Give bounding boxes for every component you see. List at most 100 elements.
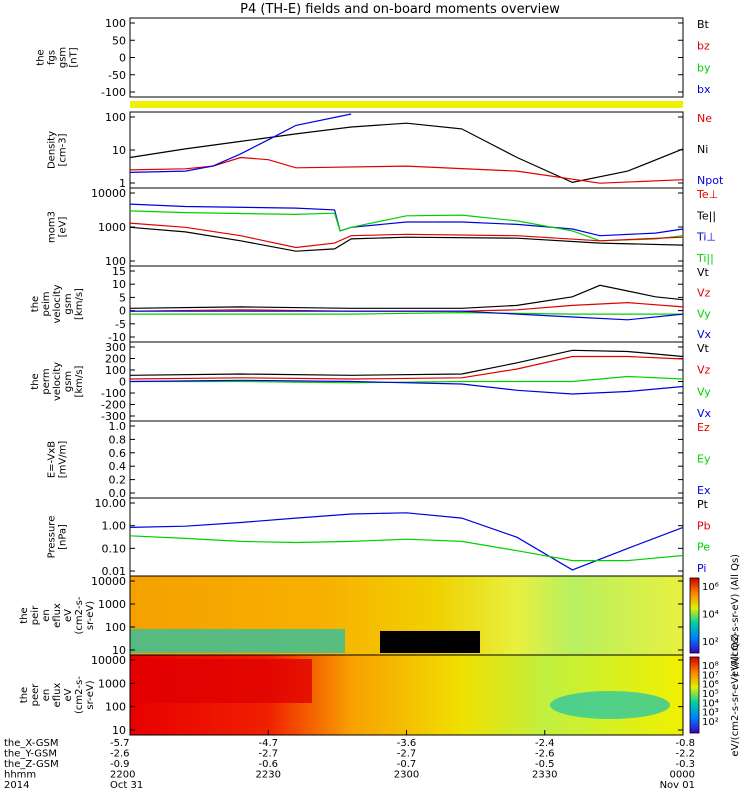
y-axis-label: the (19, 607, 30, 623)
colorbar-tick: 10⁴ (702, 698, 719, 709)
y-tick-label: 10000 (91, 654, 126, 667)
y-tick-label: 10000 (91, 187, 126, 200)
legend-blue: Pi (697, 562, 706, 575)
x-row-value: 2330 (532, 770, 557, 781)
y-tick-label: 1.00 (102, 520, 127, 533)
figure-title: P4 (TH-E) fields and on-board moments ov… (240, 2, 560, 17)
y-tick-label: 100 (105, 17, 126, 30)
legend-green: Vy (697, 307, 711, 320)
legend-green: by (697, 61, 711, 74)
colorbar-tick: 10⁴ (702, 610, 719, 621)
x-row-value: -0.3 (675, 759, 695, 770)
y-axis-label: gsm (58, 47, 69, 68)
panel-efield: 1.00.80.60.40.20.0 E=-VxB [mV/m] Ez Ey Ex (47, 420, 711, 500)
y-axis-label: gsm (63, 371, 74, 392)
series-blue (130, 310, 684, 321)
legend-red: Ne (697, 112, 712, 125)
legend-red: Ez (697, 421, 710, 434)
legend-black: Pt (697, 498, 709, 511)
x-row-value: -2.7 (397, 749, 417, 760)
x-row-value: 2200 (110, 770, 135, 781)
series-red (129, 301, 684, 312)
y-axis-label: [nT] (69, 47, 80, 67)
x-row-label: the_Y-GSM (4, 749, 57, 760)
y-tick-label: 10000 (91, 575, 126, 588)
y-axis-label: eflux (52, 683, 63, 708)
y-tick-label: 50 (112, 34, 126, 47)
x-row-label: the_X-GSM (4, 738, 58, 749)
y-axis-label: [nPa] (58, 524, 69, 550)
legend-red: Vz (697, 287, 711, 300)
y-axis-label: eflux (52, 603, 63, 628)
y-axis-label: [mV/m] (58, 441, 69, 479)
x-row-value: -0.9 (110, 759, 130, 770)
status-bar (130, 101, 683, 108)
y-tick-label: -10 (108, 331, 126, 344)
colorbar (689, 656, 700, 734)
y-tick-label: 10 (112, 724, 126, 737)
y-axis-label: Pressure (47, 516, 58, 559)
series-green (129, 535, 684, 562)
y-tick-label: -50 (108, 69, 126, 82)
legend-black: Vt (697, 266, 710, 279)
legend-red: Vz (697, 364, 711, 377)
y-tick-label: 10 (112, 278, 126, 291)
legend-red: Te⊥ (696, 188, 718, 201)
y-axis-label: eV (63, 609, 74, 622)
y-axis-label: the (30, 296, 41, 312)
panel-fgs: 100 50 0 -50 -100 the fgs gsm [nT] Bt bz by bx (36, 17, 711, 99)
y-tick-label: 1000 (98, 221, 126, 234)
panel-frame (129, 187, 684, 267)
colorbar-label: eV/(cm2-s-sr-eV) (All Qs) (730, 633, 741, 756)
panel-frame (129, 17, 684, 98)
colorbar-tick: 10⁸ (702, 661, 719, 672)
y-tick-label: 15 (112, 265, 126, 278)
legend-black: Te|| (696, 209, 716, 222)
y-tick-label: -200 (101, 399, 126, 412)
y-axis-label: perm (41, 368, 52, 394)
y-axis-label: [cm-3] (58, 133, 69, 166)
legend-green: Ti|| (696, 252, 714, 265)
y-tick-label: 0.10 (102, 542, 127, 555)
x-row-value: -5.7 (110, 738, 130, 749)
x-row-label: hhmm (4, 770, 36, 781)
panel-pressure: 10.00 1.00 0.10 0.01 Pressure [nPa] Pt Pb Pe Pi (47, 497, 711, 578)
heatmap-hot-region (132, 659, 312, 703)
y-tick-label: -100 (101, 387, 126, 400)
colorbar-tick: 10⁶ (702, 582, 719, 593)
y-tick-label: 1 (119, 177, 126, 190)
legend-black: Ni (697, 143, 708, 156)
x-row-value: 2230 (256, 770, 281, 781)
x-row-value: 0000 (670, 770, 695, 781)
colorbar-tick: 10² (702, 637, 719, 648)
y-axis-label: sr-eV) (85, 680, 96, 709)
y-axis-label: eV (63, 688, 74, 701)
y-tick-label: 0.0 (109, 487, 127, 500)
x-row-value: -0.7 (397, 759, 417, 770)
x-row-value: -2.2 (675, 749, 695, 760)
legend-black: Bt (697, 18, 710, 31)
y-axis-label: en (41, 689, 52, 702)
colorbar-tick: 10² (702, 717, 719, 728)
panel-frame (129, 420, 684, 499)
series-red (129, 222, 684, 249)
series-blue (129, 203, 684, 237)
legend-black: Vt (697, 342, 710, 355)
legend-green: Ey (697, 453, 711, 466)
y-axis-label: velocity (52, 284, 63, 323)
y-tick-label: 0.8 (109, 433, 127, 446)
y-axis-label: the (36, 49, 47, 65)
x-row-value: 2300 (394, 770, 419, 781)
y-axis-label: fgs (47, 50, 58, 65)
y-tick-label: 0.2 (109, 474, 127, 487)
x-axis-table: the_X-GSM -5.7 -4.7 -3.6 -2.4 -0.8 the_Y-GSM -2… (4, 730, 695, 791)
y-tick-label: 0.6 (109, 447, 127, 460)
y-tick-label: 10 (112, 144, 126, 157)
y-tick-label: 100 (105, 111, 126, 124)
y-axis-label: [km/s] (74, 365, 85, 397)
